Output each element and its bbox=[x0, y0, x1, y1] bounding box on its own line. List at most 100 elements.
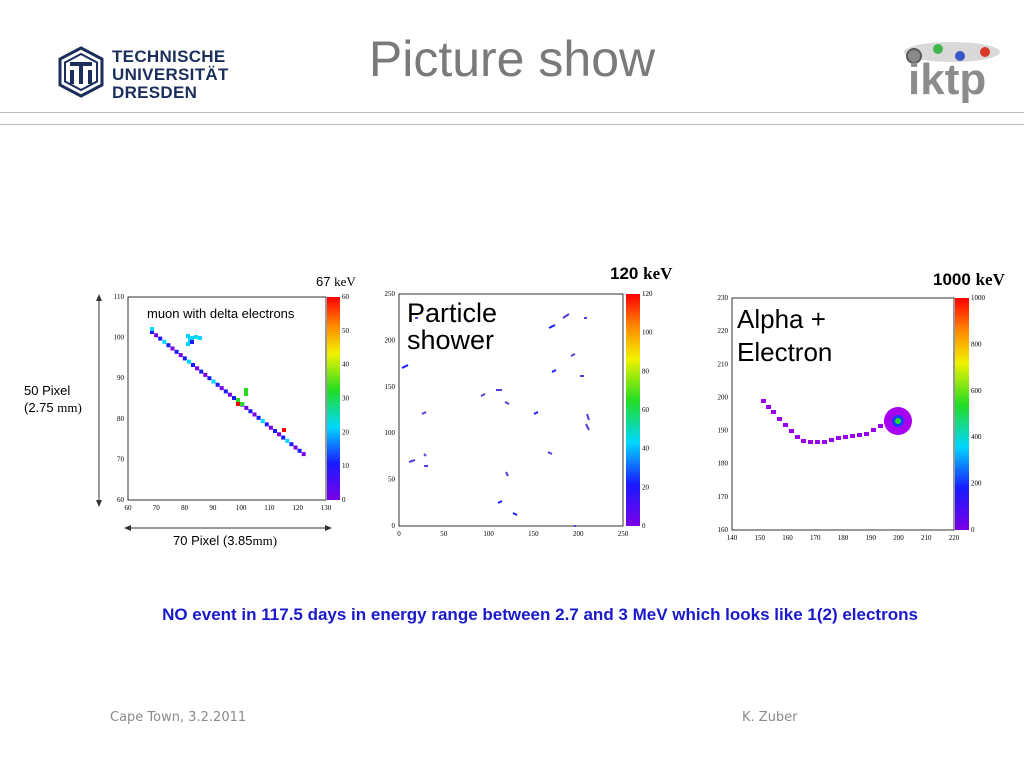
tud-line3: DRESDEN bbox=[112, 83, 198, 102]
electron-pixel bbox=[871, 428, 876, 432]
header-rule-bottom bbox=[0, 124, 1024, 125]
track-pixel bbox=[162, 339, 167, 344]
delta-pixel bbox=[190, 340, 194, 344]
shower-track-segment bbox=[497, 500, 503, 504]
shower-track-segment bbox=[585, 423, 590, 431]
panel2-color-scale bbox=[626, 294, 640, 526]
delta-pixel bbox=[186, 334, 190, 338]
delta-pixel bbox=[186, 342, 190, 346]
track-pixel bbox=[244, 392, 248, 396]
panel2-shower-tracks bbox=[401, 313, 590, 527]
panel3-energy-unit: keV bbox=[975, 270, 1005, 289]
scale-tick-label: 40 bbox=[342, 361, 350, 369]
panel3-color-scale bbox=[955, 298, 969, 530]
scale-tick-label: 50 bbox=[342, 327, 350, 335]
track-pixel bbox=[211, 379, 216, 384]
panel1-xdim-unit: mm) bbox=[252, 533, 278, 548]
panel3-plot-frame bbox=[731, 297, 955, 531]
electron-pixel bbox=[864, 432, 869, 436]
track-pixel bbox=[182, 356, 187, 361]
track-pixel bbox=[150, 330, 154, 334]
y-tick-label: 200 bbox=[385, 336, 396, 344]
panel2-label-line2: shower bbox=[407, 325, 495, 355]
scale-tick-label: 60 bbox=[642, 406, 650, 414]
panel3-label-line1: Alpha + bbox=[737, 304, 826, 334]
y-tick-label: 170 bbox=[718, 493, 729, 501]
y-tick-label: 0 bbox=[392, 522, 396, 530]
x-tick-label: 160 bbox=[782, 534, 793, 542]
y-tick-label: 110 bbox=[114, 293, 125, 301]
panel1-xdim-label: 70 Pixel (3.85 bbox=[173, 533, 253, 548]
track-pixel bbox=[273, 429, 277, 433]
delta-pixel bbox=[190, 336, 194, 340]
panel3-alpha-electron-track bbox=[761, 399, 912, 444]
y-tick-label: 90 bbox=[117, 374, 125, 382]
y-tick-label: 80 bbox=[117, 415, 125, 423]
x-tick-label: 130 bbox=[321, 504, 332, 512]
scale-tick-label: 800 bbox=[971, 340, 982, 348]
x-tick-label: 140 bbox=[727, 534, 738, 542]
y-tick-label: 210 bbox=[718, 360, 729, 368]
panel2-energy-unit: keV bbox=[643, 264, 673, 283]
tud-line1: TECHNISCHE bbox=[112, 47, 226, 66]
scale-tick-label: 600 bbox=[971, 387, 982, 395]
y-tick-label: 220 bbox=[718, 327, 729, 335]
x-tick-label: 220 bbox=[949, 534, 960, 542]
y-tick-label: 200 bbox=[718, 393, 729, 401]
footer-author: K. Zuber bbox=[742, 710, 798, 725]
shower-track-segment bbox=[480, 393, 486, 397]
track-pixel bbox=[252, 412, 257, 417]
delta-pixel bbox=[194, 335, 198, 339]
track-pixel bbox=[215, 382, 220, 387]
electron-pixel bbox=[801, 439, 806, 443]
electron-pixel bbox=[815, 440, 820, 444]
scale-tick-label: 30 bbox=[342, 395, 350, 403]
electron-pixel bbox=[761, 399, 766, 403]
track-pixel bbox=[178, 353, 183, 358]
track-pixel bbox=[240, 402, 245, 407]
electron-pixel bbox=[789, 429, 794, 433]
shower-track-segment bbox=[551, 369, 557, 373]
track-pixel bbox=[248, 409, 253, 414]
electron-pixel bbox=[777, 417, 782, 421]
delta-pixel bbox=[188, 338, 192, 342]
track-pixel bbox=[150, 327, 154, 331]
y-tick-label: 160 bbox=[718, 526, 729, 534]
y-tick-label: 180 bbox=[718, 460, 729, 468]
panel1-ydim-unit: mm) bbox=[57, 400, 82, 415]
electron-pixel bbox=[843, 435, 848, 439]
track-pixel bbox=[158, 336, 163, 341]
shower-track-segment bbox=[464, 317, 470, 323]
track-pixel bbox=[244, 388, 248, 392]
x-tick-label: 200 bbox=[573, 530, 584, 538]
panel1-energy-value: 67 bbox=[316, 274, 331, 289]
x-tick-label: 150 bbox=[528, 530, 539, 538]
scale-tick-label: 200 bbox=[971, 480, 982, 488]
track-pixel bbox=[260, 419, 265, 424]
y-tick-label: 190 bbox=[718, 427, 729, 435]
track-pixel bbox=[244, 405, 249, 410]
scale-tick-label: 80 bbox=[642, 367, 650, 375]
shower-track-segment bbox=[421, 411, 427, 415]
track-pixel bbox=[282, 428, 286, 432]
electron-pixel bbox=[771, 410, 776, 414]
track-pixel bbox=[227, 392, 232, 397]
x-tick-label: 60 bbox=[125, 504, 133, 512]
iktp-logo: iktp bbox=[900, 38, 1010, 104]
electron-pixel bbox=[766, 405, 771, 409]
shower-track-segment bbox=[505, 471, 509, 477]
electron-pixel bbox=[808, 440, 813, 444]
x-tick-label: 170 bbox=[810, 534, 821, 542]
x-tick-label: 90 bbox=[209, 504, 217, 512]
track-pixel bbox=[281, 435, 286, 440]
shower-track-segment bbox=[533, 411, 539, 415]
scale-tick-label: 0 bbox=[971, 526, 975, 534]
y-tick-label: 60 bbox=[117, 496, 125, 504]
track-pixel bbox=[285, 438, 290, 443]
track-pixel bbox=[297, 448, 302, 453]
y-tick-label: 100 bbox=[114, 334, 125, 342]
electron-pixel bbox=[783, 423, 788, 427]
